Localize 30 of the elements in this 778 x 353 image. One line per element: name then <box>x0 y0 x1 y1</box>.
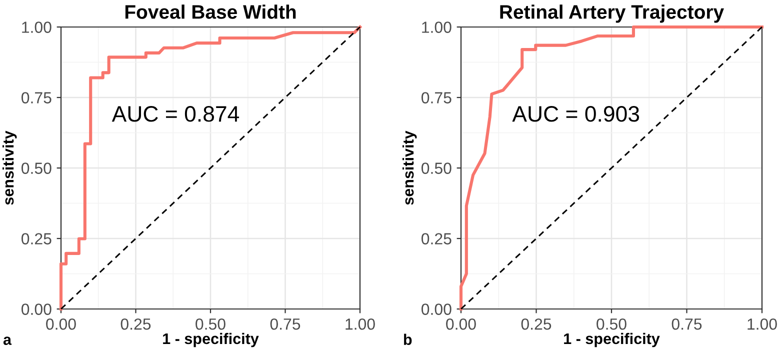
y-axis-title: sensitivity <box>402 130 417 205</box>
x-tick-label: 0.50 <box>196 318 226 330</box>
chart-title: Retinal Artery Trajectory <box>500 4 724 23</box>
x-axis-title: 1 - specificity <box>163 332 259 348</box>
x-tick-label: 0.00 <box>446 318 476 330</box>
y-tick-label: 0.25 <box>22 233 52 244</box>
y-tick-label: 0.75 <box>22 92 52 104</box>
x-axis-title: 1 - specificity <box>564 332 660 348</box>
y-tick-label: 0.75 <box>422 92 452 104</box>
y-tick-label: 0.50 <box>22 162 52 174</box>
y-tick-label: 0.00 <box>422 304 452 315</box>
annotation: AUC = 0.903 <box>512 106 640 122</box>
x-tick-label: 0.75 <box>672 318 702 330</box>
y-tick-label: 0.25 <box>422 233 452 244</box>
x-tick-label: 0.00 <box>46 318 76 330</box>
annotation: AUC = 0.874 <box>112 106 240 122</box>
x-tick-label: 0.50 <box>596 318 626 330</box>
y-tick-label: 0.50 <box>422 162 452 174</box>
text: b <box>404 334 412 345</box>
x-tick-label: 1.00 <box>346 318 375 330</box>
x-tick-label: 0.25 <box>120 318 151 330</box>
text: a <box>3 336 12 345</box>
x-tick-label: 0.75 <box>270 318 300 330</box>
y-tick-label: 1.00 <box>22 22 52 33</box>
y-tick-label: 1.00 <box>422 22 452 33</box>
x-tick-label: 1.00 <box>748 318 777 330</box>
y-tick-label: 0.00 <box>22 304 52 315</box>
y-axis-title: sensitivity <box>2 130 17 205</box>
x-tick-label: 0.25 <box>521 318 552 330</box>
chart-title: Foveal Base Width <box>125 4 296 19</box>
